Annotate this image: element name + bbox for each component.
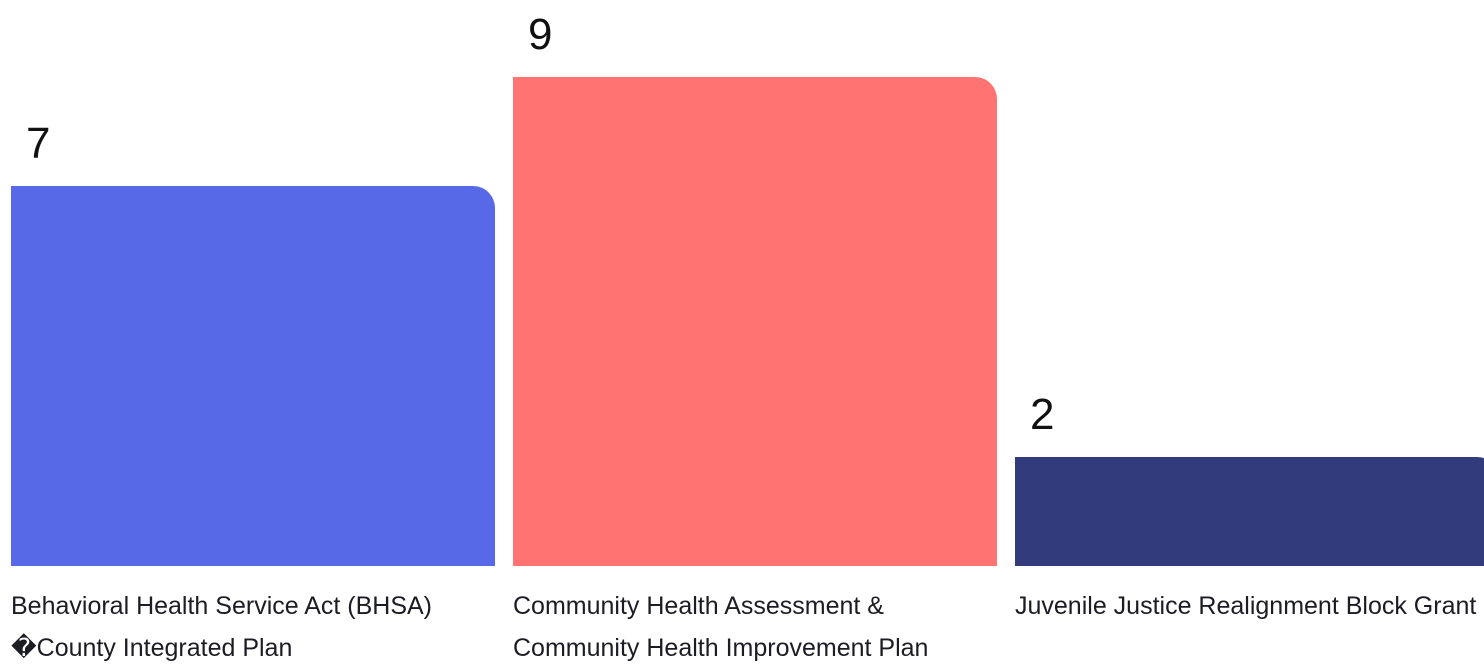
data-label-2: 9 [528,10,553,59]
category-label-2: Community Health Assessment & Community … [513,592,929,662]
category-label-3: Juvenile Justice Realignment Block Grant [1015,592,1477,620]
data-label-1: 7 [26,118,51,168]
category-label-1: Behavioral Health Service Act (BHSA) �Co… [11,592,433,662]
bar-3 [1015,457,1484,566]
data-label-3: 2 [1030,390,1055,440]
bar-1 [11,185,495,566]
bar-2 [513,77,997,566]
